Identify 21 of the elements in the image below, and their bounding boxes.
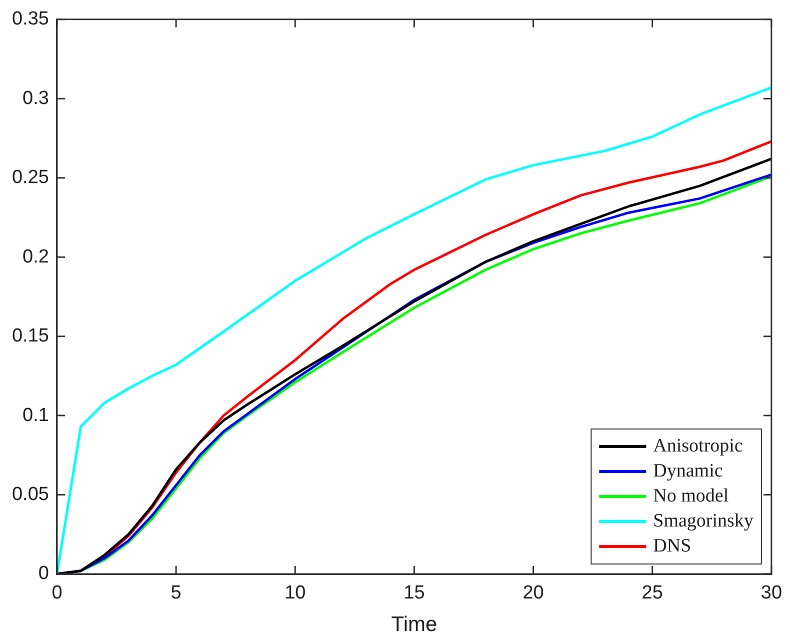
y-tick-label: 0.1 [22, 404, 49, 426]
legend-label: No model [653, 485, 729, 506]
y-tick-label: 0 [38, 563, 49, 584]
x-tick-label: 5 [170, 582, 182, 604]
y-tick-label: 0.25 [12, 167, 49, 188]
x-tick-label: 0 [52, 582, 62, 604]
y-tick-label: 0.15 [12, 326, 49, 347]
legend-label: DNS [653, 535, 692, 556]
y-tick-label: 0.35 [12, 8, 49, 30]
x-tick-label: 20 [522, 582, 544, 604]
x-tick-label: 25 [642, 582, 663, 604]
legend-label: Dynamic [653, 460, 723, 482]
y-tick-label: 0.05 [12, 484, 49, 506]
x-axis-title: Time [391, 613, 438, 636]
x-tick-label: 15 [404, 582, 425, 604]
legend-label: Smagorinsky [653, 510, 754, 532]
y-tick-label: 0.2 [22, 246, 49, 268]
x-tick-label: 10 [284, 582, 306, 604]
y-tick-label: 0.3 [22, 88, 49, 109]
x-tick-label: 30 [760, 582, 782, 604]
legend-label: Anisotropic [653, 435, 743, 456]
